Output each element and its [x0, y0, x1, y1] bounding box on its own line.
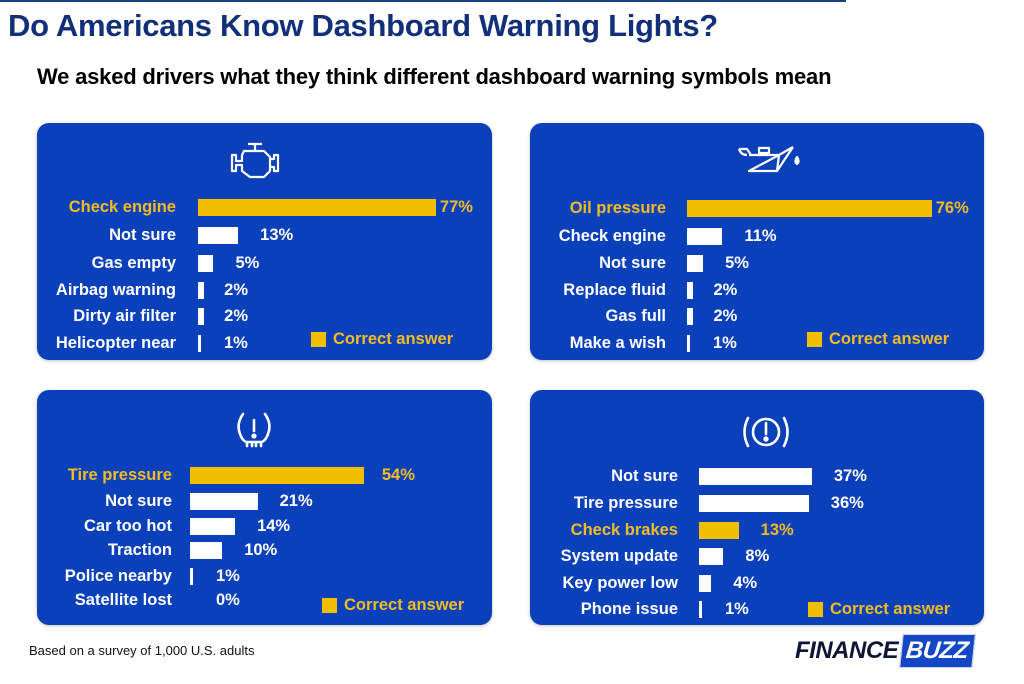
value-label: 2% — [224, 307, 249, 325]
value-label: 1% — [713, 334, 737, 352]
chart-panel-check-engine: Check engine 77% Not sure 13% Gas empty 5% Air… — [37, 123, 492, 360]
value-label: 54% — [381, 466, 415, 484]
category-label: Not sure — [599, 254, 666, 272]
value-label: 4% — [733, 574, 758, 592]
check-engine-icon — [230, 142, 280, 179]
value-label: 2% — [224, 281, 249, 299]
value-label: 1% — [725, 600, 749, 618]
category-label: Not sure — [611, 467, 678, 485]
category-label: Replace fluid — [563, 281, 666, 299]
value-label: 21% — [279, 492, 313, 510]
value-label: 14% — [257, 517, 291, 535]
category-label: Check engine — [68, 198, 176, 216]
brake-warning-icon — [743, 416, 789, 448]
bar — [190, 568, 194, 585]
value-label: 5% — [235, 254, 260, 272]
tire-pressure-icon — [237, 412, 271, 448]
category-label: Satellite lost — [74, 591, 172, 609]
category-label: Helicopter near — [55, 334, 176, 352]
value-label: 37% — [833, 467, 867, 485]
category-label: Car too hot — [84, 517, 172, 535]
bar — [687, 282, 694, 299]
bar-correct-answer — [190, 467, 364, 484]
chart-panel-oil-pressure: Oil pressure 76% Check engine 11% Not sure 5%… — [530, 123, 984, 360]
legend-correct-answer: Correct answer — [311, 330, 453, 349]
category-label: Make a wish — [569, 334, 666, 352]
value-label: 13% — [260, 226, 294, 244]
bar — [198, 335, 202, 352]
logo-buzz-text: BUZZ — [899, 634, 976, 668]
legend-swatch — [311, 332, 326, 347]
category-label: Gas full — [605, 307, 666, 325]
bar — [190, 493, 258, 510]
category-label: System update — [560, 547, 678, 565]
bar — [198, 227, 239, 244]
bar — [687, 335, 691, 352]
legend-label: Correct answer — [333, 330, 454, 348]
financebuzz-logo: FINANCE BUZZ — [795, 634, 976, 668]
chart-panel-brake-warning: Not sure 37% Tire pressure 36% Check brakes 1… — [530, 390, 984, 625]
bar — [699, 575, 712, 592]
bar — [699, 548, 724, 565]
bar — [699, 468, 812, 485]
bar-correct-answer — [699, 522, 739, 539]
bar — [190, 518, 236, 535]
value-label: 13% — [760, 521, 794, 539]
legend-correct-answer: Correct answer — [808, 600, 950, 619]
survey-footnote: Based on a survey of 1,000 U.S. adults — [29, 643, 255, 658]
chart-panel-tire-pressure: Tire pressure 54% Not sure 21% Car too hot 14… — [37, 390, 492, 625]
legend-swatch — [807, 332, 822, 347]
value-label: 77% — [439, 198, 473, 216]
logo-finance-text: FINANCE — [795, 637, 899, 664]
category-label: Gas empty — [91, 254, 176, 272]
legend-label: Correct answer — [344, 596, 465, 614]
value-label: 1% — [224, 334, 248, 352]
category-label: Traction — [107, 541, 172, 559]
category-label: Key power low — [562, 574, 678, 592]
category-label: Tire pressure — [67, 466, 172, 484]
legend-label: Correct answer — [829, 330, 950, 348]
bar — [198, 308, 205, 325]
value-label: 2% — [713, 281, 738, 299]
value-label: 76% — [935, 199, 969, 217]
bar — [687, 308, 694, 325]
legend-correct-answer: Correct answer — [322, 596, 464, 615]
legend-swatch — [808, 602, 823, 617]
value-label: 36% — [830, 494, 864, 512]
bar-correct-answer — [198, 199, 436, 216]
category-label: Check engine — [558, 227, 666, 245]
legend-correct-answer: Correct answer — [807, 330, 949, 349]
top-rule — [0, 0, 846, 2]
value-label: 10% — [244, 541, 278, 559]
category-label: Not sure — [109, 226, 176, 244]
category-label: Airbag warning — [55, 281, 176, 299]
value-label: 0% — [216, 591, 240, 609]
value-label: 1% — [216, 567, 240, 585]
bar — [190, 542, 223, 559]
category-label: Phone issue — [580, 600, 678, 618]
category-label: Dirty air filter — [73, 307, 176, 325]
value-label: 2% — [713, 307, 738, 325]
category-label: Police nearby — [64, 567, 172, 585]
value-label: 8% — [745, 547, 770, 565]
page-subtitle: We asked drivers what they think differe… — [37, 64, 832, 89]
value-label: 11% — [744, 227, 777, 245]
bar-correct-answer — [687, 200, 932, 217]
bar — [198, 255, 214, 272]
bar — [687, 255, 704, 272]
category-label: Tire pressure — [573, 494, 678, 512]
value-label: 5% — [725, 254, 749, 272]
legend-swatch — [322, 598, 337, 613]
category-label: Check brakes — [570, 521, 678, 539]
bar — [687, 228, 723, 245]
oil-can-icon — [737, 146, 800, 173]
category-label: Not sure — [105, 492, 172, 510]
bar — [699, 601, 703, 618]
bar — [198, 282, 205, 299]
category-label: Oil pressure — [569, 199, 666, 217]
page-title: Do Americans Know Dashboard Warning Ligh… — [8, 8, 718, 43]
legend-label: Correct answer — [830, 600, 951, 618]
bar — [699, 495, 809, 512]
